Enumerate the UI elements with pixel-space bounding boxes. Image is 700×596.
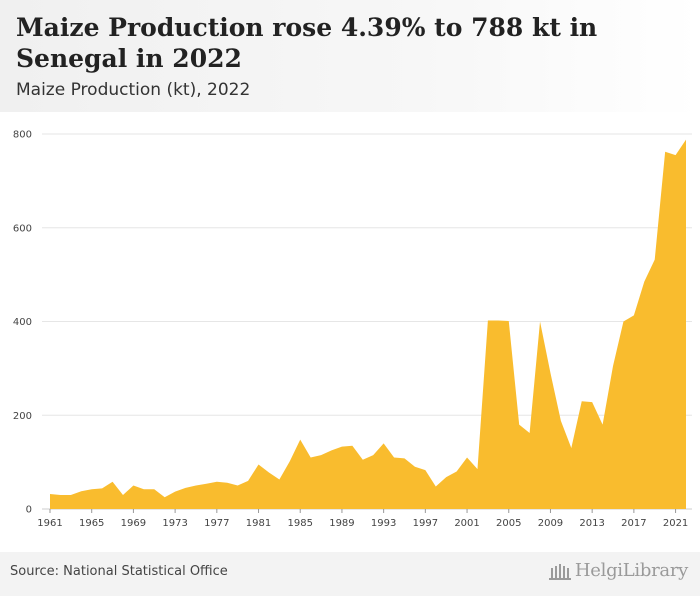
- data-point: [257, 463, 260, 466]
- x-tick-label: 2005: [496, 518, 521, 529]
- data-point: [434, 485, 437, 488]
- y-tick-label: 600: [13, 223, 32, 234]
- source-note: Source: National Statistical Office: [10, 564, 228, 579]
- data-point: [403, 457, 406, 460]
- data-point: [309, 456, 312, 459]
- data-point: [153, 488, 156, 491]
- data-point: [497, 319, 500, 322]
- x-tick-label: 2017: [621, 518, 646, 529]
- data-point: [455, 470, 458, 473]
- x-axis-ticks: 1961 1965 1969 1973 1977 1981 1985 1989 1993 1997…: [37, 509, 688, 529]
- data-point: [549, 372, 552, 375]
- data-point: [288, 460, 291, 463]
- data-point: [685, 138, 688, 141]
- data-point: [194, 484, 197, 487]
- data-point: [174, 490, 177, 493]
- data-point: [226, 481, 229, 484]
- maize-production-area: [50, 139, 686, 509]
- x-tick-label: 1969: [121, 518, 146, 529]
- x-tick-label: 1977: [204, 518, 229, 529]
- data-point: [559, 419, 562, 422]
- data-point: [101, 487, 104, 490]
- x-tick-label: 1981: [246, 518, 271, 529]
- x-tick-label: 2001: [454, 518, 479, 529]
- data-point: [278, 478, 281, 481]
- data-point: [69, 493, 72, 496]
- data-point: [382, 442, 385, 445]
- y-tick-label: 200: [13, 411, 32, 422]
- data-point: [361, 458, 364, 461]
- data-point: [466, 456, 469, 459]
- data-point: [267, 471, 270, 474]
- data-point: [601, 423, 604, 426]
- data-point: [632, 314, 635, 317]
- x-tick-label: 2009: [538, 518, 563, 529]
- data-point: [539, 320, 542, 323]
- data-point: [205, 482, 208, 485]
- helgilibrary-logo: HelgiLibrary: [548, 560, 688, 581]
- data-point: [340, 445, 343, 448]
- x-tick-label: 1997: [413, 518, 438, 529]
- data-point: [299, 438, 302, 441]
- data-point: [330, 449, 333, 452]
- data-point: [507, 320, 510, 323]
- data-point: [643, 280, 646, 283]
- logo-text: HelgiLibrary: [574, 560, 688, 581]
- data-point: [486, 319, 489, 322]
- data-point: [445, 476, 448, 479]
- data-point: [90, 488, 93, 491]
- chart-header: Maize Production rose 4.39% to 788 kt in…: [0, 0, 700, 112]
- chart-subtitle: Maize Production (kt), 2022: [16, 80, 251, 100]
- data-point: [184, 486, 187, 489]
- y-tick-label: 400: [13, 317, 32, 328]
- data-point: [528, 432, 531, 435]
- data-point: [163, 496, 166, 499]
- data-point: [59, 493, 62, 496]
- data-point: [142, 488, 145, 491]
- data-point: [393, 456, 396, 459]
- data-point: [111, 480, 114, 483]
- data-point: [372, 454, 375, 457]
- x-tick-label: 1985: [288, 518, 313, 529]
- x-tick-label: 1989: [329, 518, 354, 529]
- data-point: [622, 320, 625, 323]
- data-point: [80, 490, 83, 493]
- data-point: [320, 454, 323, 457]
- library-building-icon: [548, 563, 571, 580]
- data-point: [518, 423, 521, 426]
- data-point: [674, 154, 677, 157]
- data-point: [49, 493, 52, 496]
- data-point: [132, 484, 135, 487]
- data-point: [612, 365, 615, 368]
- area-series: [49, 138, 688, 509]
- y-tick-label: 800: [13, 130, 32, 141]
- data-point: [570, 447, 573, 450]
- data-point: [236, 484, 239, 487]
- data-point: [664, 150, 667, 153]
- data-point: [591, 401, 594, 404]
- chart-title: Maize Production rose 4.39% to 788 kt in…: [16, 13, 598, 73]
- x-tick-label: 1961: [37, 518, 62, 529]
- chart-footer: Source: National Statistical Office Helg…: [0, 552, 700, 596]
- y-axis-ticks: 0 200 400 600 800: [13, 130, 32, 516]
- data-point: [476, 468, 479, 471]
- data-point: [351, 444, 354, 447]
- x-tick-label: 2021: [663, 518, 688, 529]
- data-point: [247, 479, 250, 482]
- data-point: [424, 469, 427, 472]
- y-tick-label: 0: [26, 505, 32, 516]
- x-tick-label: 1973: [162, 518, 187, 529]
- data-point: [121, 493, 124, 496]
- data-point: [215, 480, 218, 483]
- data-point: [413, 465, 416, 468]
- x-tick-label: 2013: [579, 518, 604, 529]
- data-point: [580, 400, 583, 403]
- x-tick-label: 1993: [371, 518, 396, 529]
- data-point: [653, 258, 656, 261]
- x-tick-label: 1965: [79, 518, 104, 529]
